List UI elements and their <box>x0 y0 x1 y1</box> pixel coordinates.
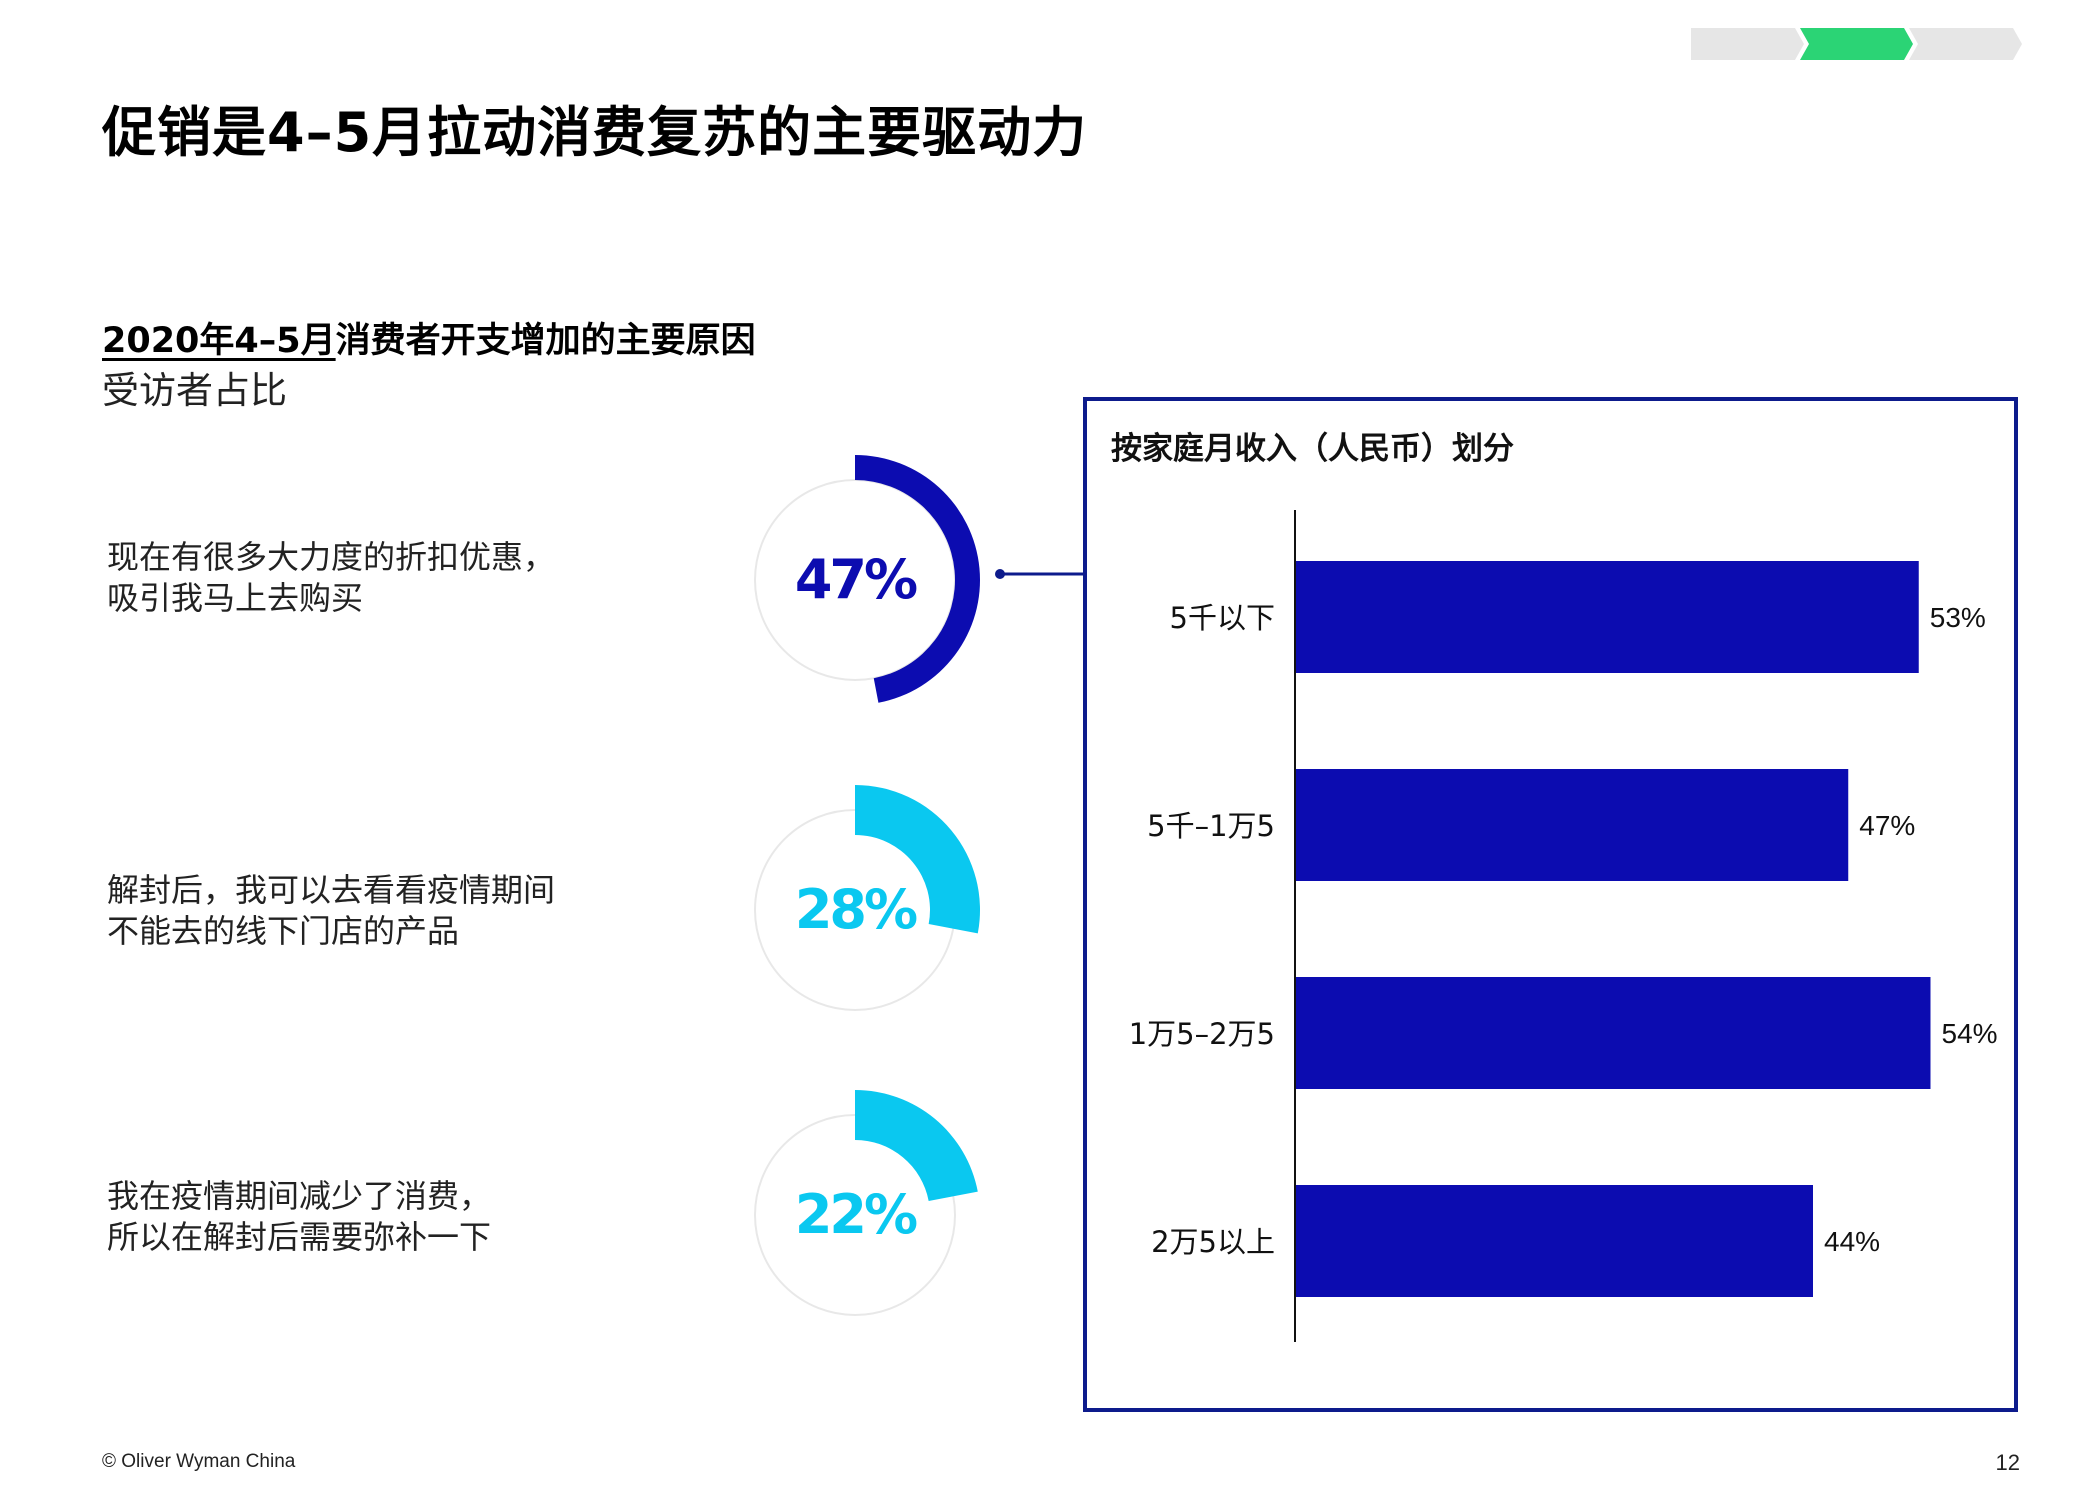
category-label-2: 5千–1万5 <box>1147 809 1275 843</box>
section-title-text: 消费者开支增加的主要原因 <box>335 321 756 361</box>
category-label-3: 1万5–2万5 <box>1129 1017 1275 1051</box>
section-progress-indicator <box>1691 28 2022 60</box>
reason-3-text: 我在疫情期间减少了消费， 所以在解封后需要弥补一下 <box>107 1176 491 1258</box>
donut-value-label: 47% <box>795 548 917 611</box>
footer-copyright: © Oliver Wyman China <box>102 1451 296 1472</box>
category-label-4: 2万5以上 <box>1151 1225 1275 1259</box>
value-label-4: 44% <box>1824 1226 1880 1257</box>
value-label-3: 54% <box>1942 1018 1998 1049</box>
chart-title: 按家庭月收入（人民币）划分 <box>1111 431 1514 467</box>
reason-3-line-2: 所以在解封后需要弥补一下 <box>107 1218 492 1256</box>
reason-2-line-1: 解封后，我可以去看看疫情期间 <box>107 871 556 909</box>
value-label-1: 53% <box>1930 602 1986 633</box>
page-number: 12 <box>1995 1450 2020 1475</box>
donut-value-arc <box>855 785 980 934</box>
reason-3-line-1: 我在疫情期间减少了消费， <box>107 1177 492 1215</box>
bar-3 <box>1296 977 1931 1089</box>
bar-4 <box>1296 1185 1813 1297</box>
reason-3-donut: 22% <box>754 1090 978 1316</box>
donut-value-arc <box>855 1090 978 1201</box>
income-bar-chart: 5千以下 53% 5千–1万5 47% 1万5–2万5 54% 2万5以上 44% <box>1129 510 1998 1342</box>
donut-value-arc <box>855 455 981 703</box>
progress-step-1 <box>1691 28 1804 60</box>
reason-1-line-2: 吸引我马上去购买 <box>107 579 364 617</box>
reason-2-line-2: 不能去的线下门店的产品 <box>107 912 460 950</box>
bar-1 <box>1296 561 1919 673</box>
donut-value-label: 28% <box>795 878 917 941</box>
section-subtitle: 受访者占比 <box>102 369 287 412</box>
reason-2-text: 解封后，我可以去看看疫情期间 不能去的线下门店的产品 <box>107 870 555 952</box>
reason-2-donut: 28% <box>754 785 980 1011</box>
section-title-date: 2020年4–5月 <box>102 321 336 361</box>
income-breakdown-panel <box>1083 397 2018 1412</box>
reason-1-line-1: 现在有很多大力度的折扣优惠， <box>107 538 556 576</box>
page-title: 促销是4–5月拉动消费复苏的主要驱动力 <box>102 101 1088 164</box>
value-label-2: 47% <box>1859 810 1915 841</box>
progress-step-2 <box>1800 28 1913 60</box>
category-label-1: 5千以下 <box>1170 601 1275 635</box>
bar-2 <box>1296 769 1849 881</box>
section-title: 2020年4–5月消费者开支增加的主要原因 <box>102 312 756 363</box>
progress-step-3 <box>1909 28 2022 60</box>
donut-value-label: 22% <box>795 1183 917 1246</box>
reason-1-donut: 47% <box>754 455 981 703</box>
reason-1-text: 现在有很多大力度的折扣优惠， 吸引我马上去购买 <box>107 537 555 619</box>
